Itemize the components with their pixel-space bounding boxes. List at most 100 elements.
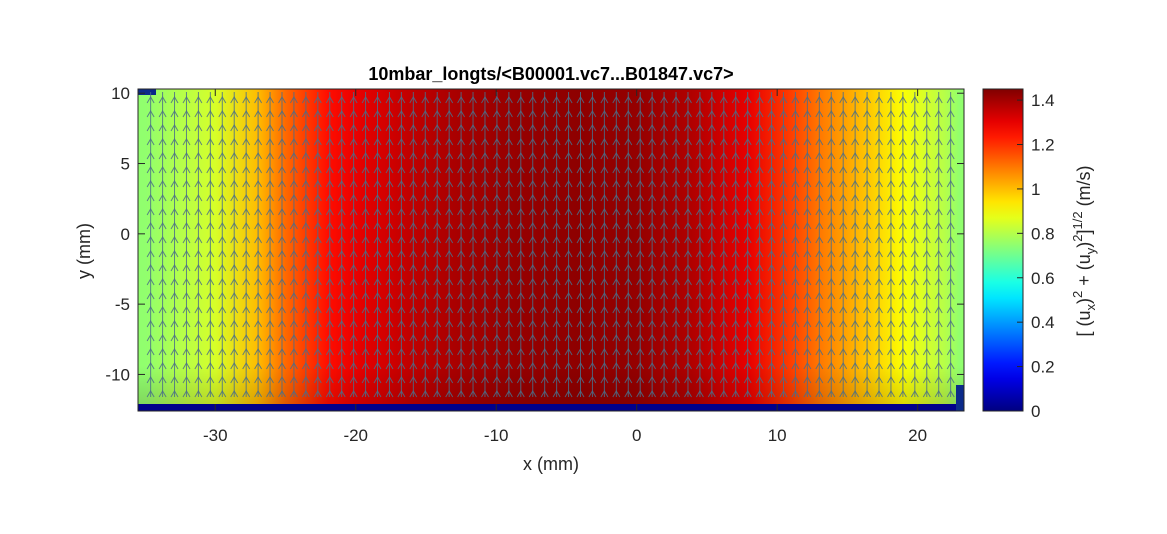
velocity-vector xyxy=(278,92,286,398)
velocity-vector xyxy=(409,92,418,398)
velocity-vector xyxy=(600,92,609,398)
colorbar-label-part: + (u xyxy=(1074,254,1094,291)
velocity-vector xyxy=(385,92,394,398)
velocity-vector xyxy=(755,92,764,398)
colorbar-label-part: [ (u xyxy=(1074,311,1094,337)
colorbar-label-part: 1/2 xyxy=(1070,211,1085,229)
colorbar-label-part: 2 xyxy=(1070,235,1085,242)
velocity-vector xyxy=(910,92,919,398)
velocity-vector xyxy=(146,92,155,398)
field-edge-right xyxy=(956,385,964,411)
velocity-vector xyxy=(481,92,489,398)
colorbar-tick-label: 0 xyxy=(1031,402,1040,421)
velocity-vector xyxy=(349,92,358,398)
velocity-vector xyxy=(445,92,454,398)
velocity-vector xyxy=(922,92,931,398)
velocity-vector xyxy=(325,92,334,398)
velocity-vector xyxy=(182,92,191,398)
colorbar-label-part: 2 xyxy=(1070,291,1085,298)
colorbar-tick-label: 1 xyxy=(1031,180,1040,199)
velocity-vectors xyxy=(146,92,955,398)
velocity-vector xyxy=(301,92,310,398)
y-axis-label: y (mm) xyxy=(74,223,94,279)
velocity-vector xyxy=(863,92,872,398)
velocity-vector xyxy=(421,92,430,398)
velocity-vector xyxy=(337,92,346,398)
colorbar: 00.20.40.60.811.21.4 [ (ux)2 + (uy)2]1/2… xyxy=(982,88,1098,421)
colorbar-gradient-bar xyxy=(982,88,1024,412)
velocity-vector xyxy=(624,92,633,398)
field-edge-bottom xyxy=(138,404,964,411)
velocity-vector xyxy=(254,92,263,398)
colorbar-label-part: y xyxy=(1083,247,1098,254)
velocity-vector xyxy=(815,92,824,398)
colorbar-label-part: (m/s) xyxy=(1074,165,1094,211)
colorbar-label-part: ) xyxy=(1074,242,1094,248)
velocity-vector xyxy=(516,92,525,398)
velocity-vector xyxy=(313,92,322,398)
velocity-vector xyxy=(791,92,800,398)
colorbar-label-part: x xyxy=(1083,304,1098,311)
x-tick-label: -30 xyxy=(203,426,228,445)
velocity-vector xyxy=(684,92,692,398)
velocity-vector xyxy=(158,92,167,398)
velocity-vector xyxy=(170,92,179,398)
colorbar-ticks: 0 0.2 0.4 0.6 0.8 1 1.2 1.4 xyxy=(1017,91,1055,421)
velocity-vector xyxy=(636,92,645,398)
x-axis-label: x (mm) xyxy=(523,454,579,474)
colorbar-tick-label: 0.8 xyxy=(1031,224,1055,243)
plot-area xyxy=(138,89,964,411)
x-tick-label: -10 xyxy=(484,426,509,445)
velocity-vector xyxy=(731,92,740,398)
velocity-vector xyxy=(660,92,669,398)
colorbar-label-part: ) xyxy=(1074,298,1094,304)
velocity-vector xyxy=(230,92,239,398)
velocity-vector xyxy=(803,92,812,398)
colorbar-label-part: ] xyxy=(1074,230,1094,235)
x-tick-label: 20 xyxy=(908,426,927,445)
velocity-vector xyxy=(672,92,680,398)
y-tick-label: 5 xyxy=(121,155,130,174)
chart-title: 10mbar_longts/<B00001.vc7...B01847.vc7> xyxy=(368,64,733,84)
heatmap-field xyxy=(138,89,964,411)
velocity-vector xyxy=(361,92,370,398)
velocity-vector xyxy=(194,92,203,398)
x-axis: -30 -20 -10 0 10 20 xyxy=(203,89,927,445)
velocity-vector xyxy=(218,92,227,398)
velocity-vector xyxy=(743,92,752,398)
velocity-vector xyxy=(767,92,776,398)
velocity-vector xyxy=(552,92,561,398)
y-tick-label: 10 xyxy=(111,84,130,103)
velocity-vector xyxy=(242,92,251,398)
colorbar-tick-label: 0.6 xyxy=(1031,269,1055,288)
colorbar-label: [ (ux)2 + (uy)2]1/2 (m/s) xyxy=(1070,165,1098,336)
velocity-vector xyxy=(289,92,298,398)
velocity-vector xyxy=(827,92,836,398)
velocity-vector xyxy=(612,92,621,398)
x-tick-label: -20 xyxy=(343,426,368,445)
colorbar-tick-label: 0.4 xyxy=(1031,313,1055,332)
velocity-vector xyxy=(946,92,955,398)
velocity-vector xyxy=(576,92,585,398)
x-tick-label: 0 xyxy=(632,426,641,445)
velocity-vector xyxy=(457,92,466,398)
velocity-vector xyxy=(779,92,788,398)
velocity-vector xyxy=(206,92,215,398)
field-edge-top-left xyxy=(138,89,156,95)
velocity-vector xyxy=(648,92,657,398)
colorbar-tick-label: 1.4 xyxy=(1031,91,1055,110)
y-axis: -10 -5 0 5 10 xyxy=(105,84,964,384)
y-tick-label: -10 xyxy=(105,365,130,384)
x-tick-label: 10 xyxy=(768,426,787,445)
velocity-vector xyxy=(875,92,883,398)
velocity-vector xyxy=(839,92,848,398)
velocity-vector xyxy=(528,92,537,398)
velocity-vector xyxy=(433,92,442,398)
velocity-vector xyxy=(540,92,549,398)
velocity-vector xyxy=(887,92,895,398)
velocity-vector xyxy=(707,92,716,398)
velocity-vector xyxy=(719,92,728,398)
y-tick-label: 0 xyxy=(121,225,130,244)
velocity-vector xyxy=(469,92,477,398)
